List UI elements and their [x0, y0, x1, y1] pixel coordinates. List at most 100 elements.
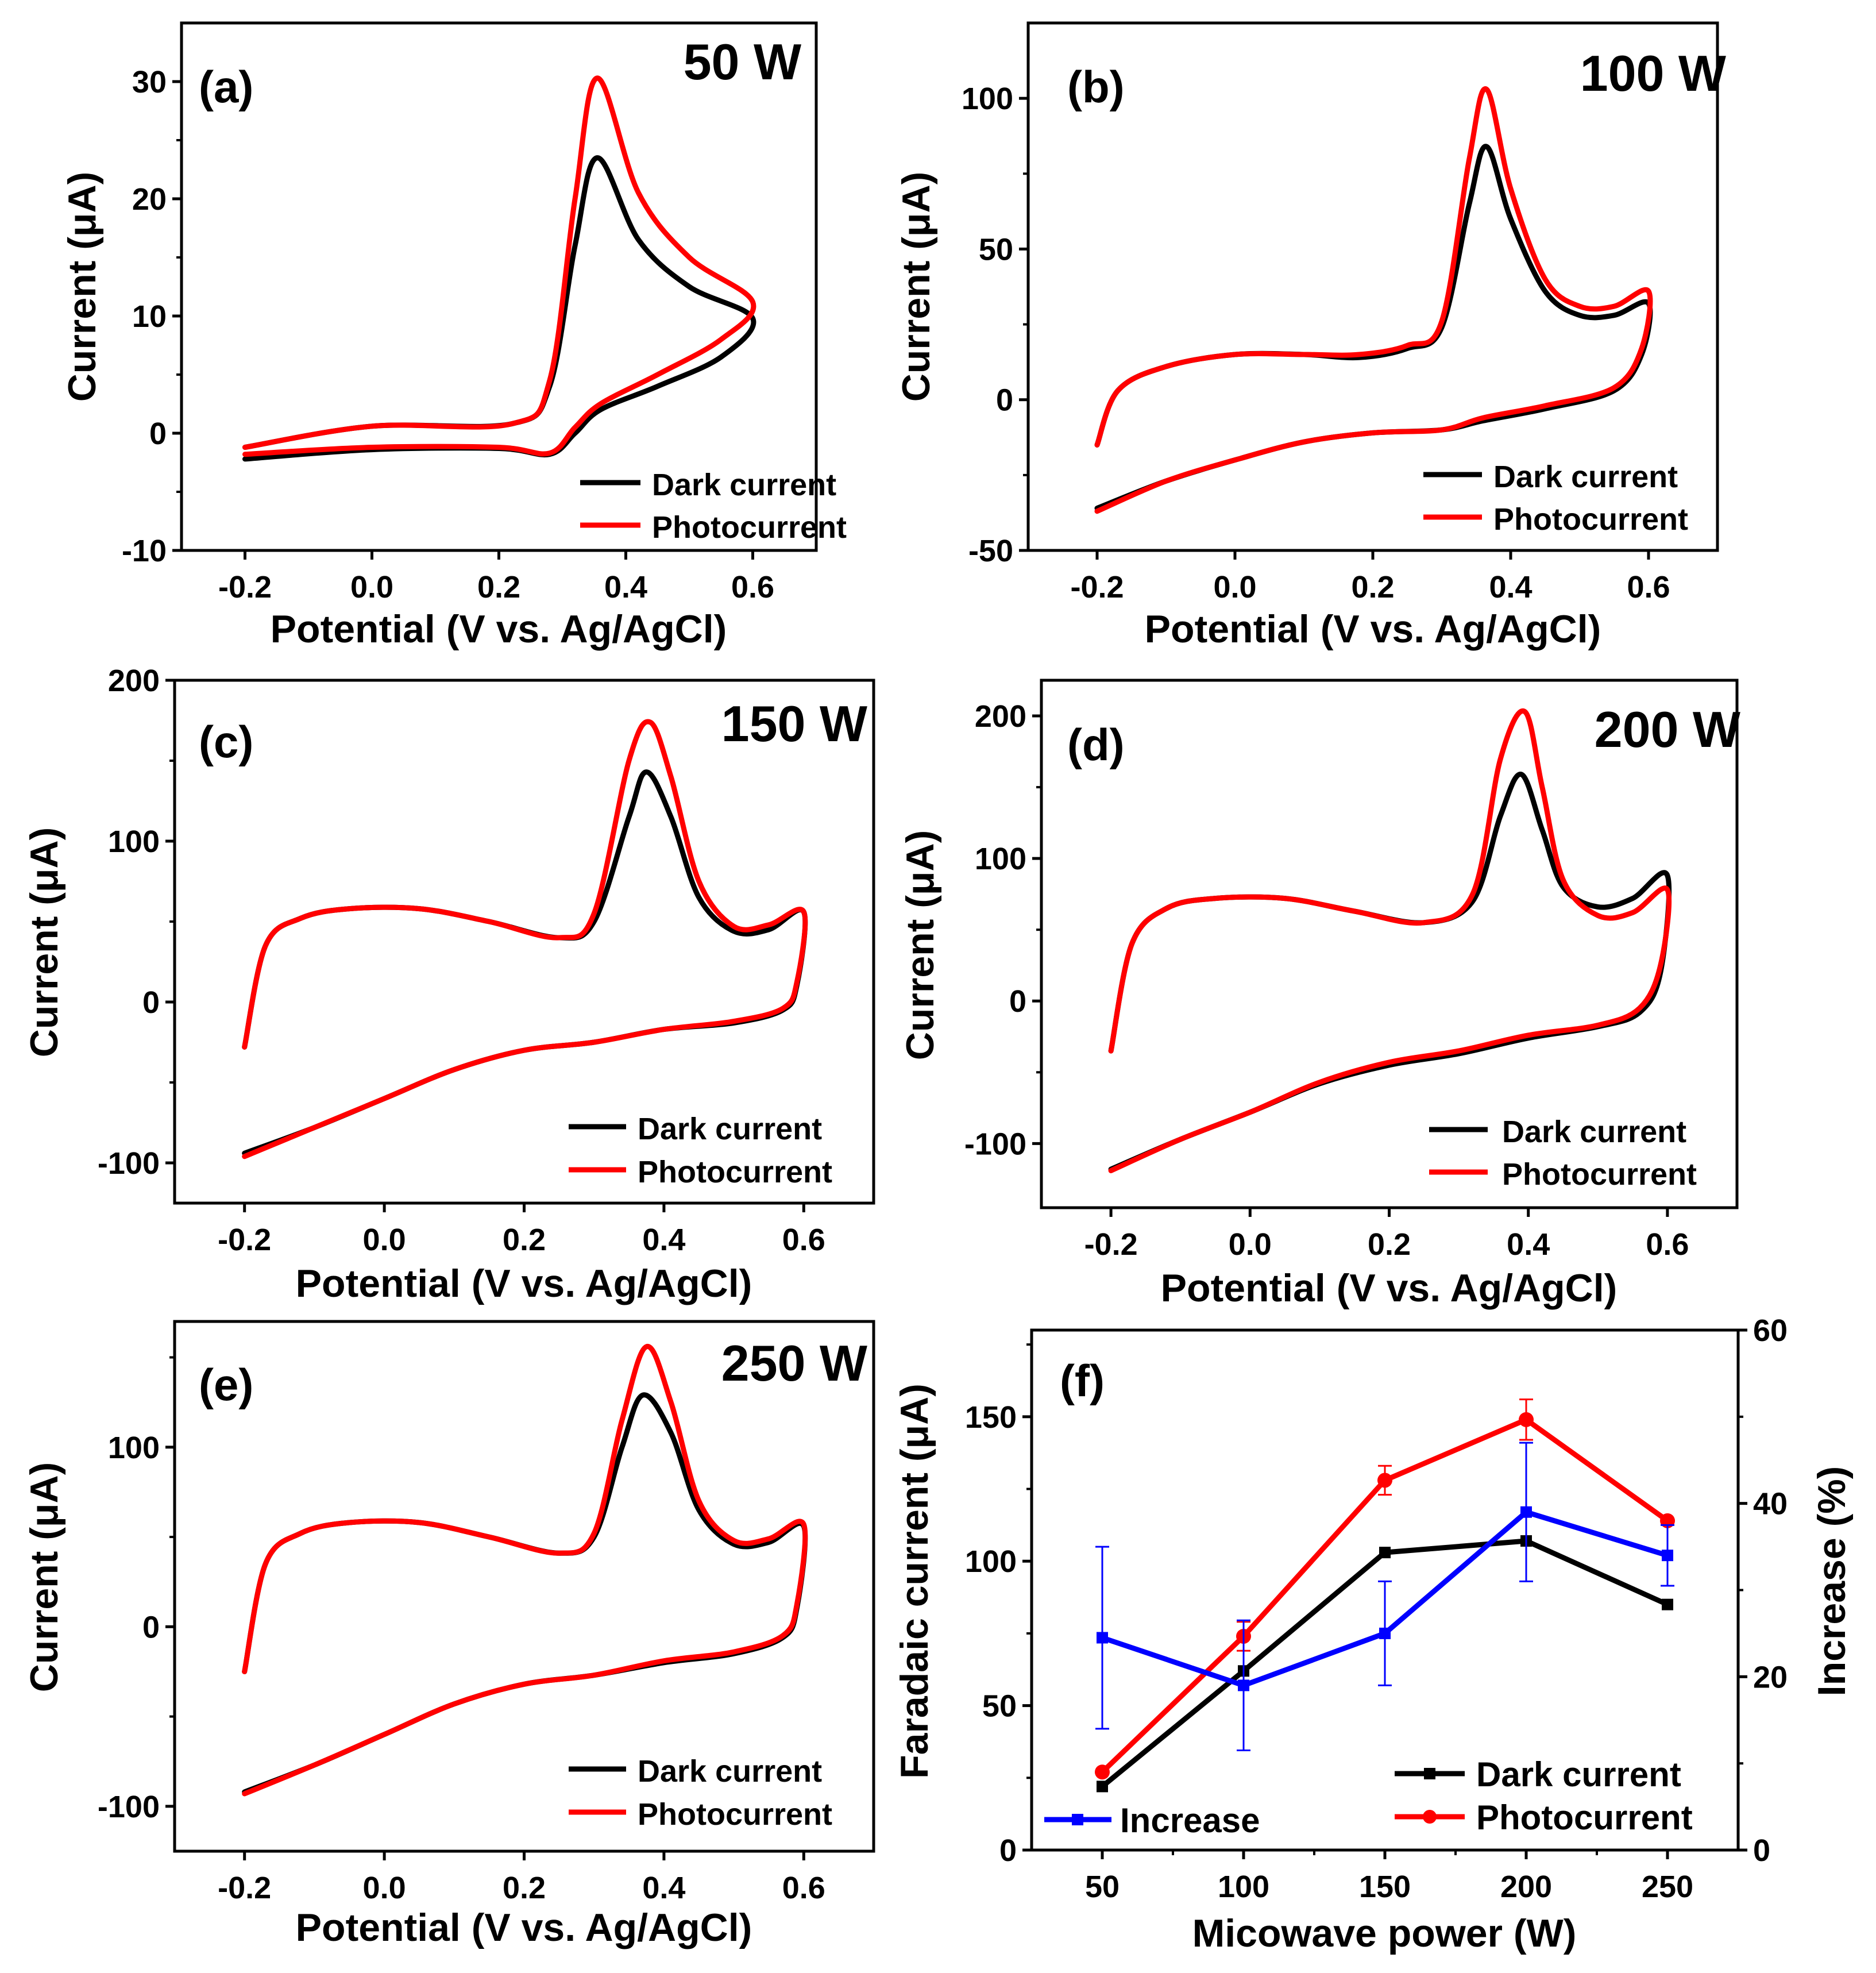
legend-dark-current: Dark current — [638, 1112, 822, 1146]
legend-marker-photo — [1423, 1810, 1437, 1824]
legend-photocurrent: Photocurrent — [1476, 1798, 1693, 1837]
x-axis-label: Potential (V vs. Ag/AgCl) — [296, 1906, 752, 1949]
legend-photocurrent: Photocurrent — [638, 1797, 832, 1832]
curves — [1095, 1398, 1675, 1793]
y-right-tick-label: 20 — [1753, 1660, 1788, 1694]
cv-curve-photo — [242, 75, 756, 457]
x-tick-label: 0.2 — [503, 1223, 546, 1257]
legend-photocurrent: Photocurrent — [638, 1155, 832, 1189]
power-label: 250 W — [721, 1335, 867, 1392]
point-increase — [1379, 1627, 1391, 1639]
y-tick-label: 50 — [979, 232, 1013, 267]
x-tick-label: 200 — [1500, 1870, 1552, 1904]
y-tick-label: 100 — [965, 1544, 1017, 1579]
legend-marker-dark — [1424, 1768, 1435, 1779]
y-tick-label: 30 — [132, 65, 167, 99]
y-tick-label: 0 — [149, 417, 167, 451]
x-axis-label: Potential (V vs. Ag/AgCl) — [271, 607, 727, 651]
y-tick-label: 100 — [108, 824, 160, 859]
y-tick-label: 0 — [1009, 984, 1026, 1019]
x-tick-label: -0.2 — [1070, 570, 1124, 604]
panel-label: (c) — [199, 716, 253, 767]
y-axis-label: Current (μA) — [894, 172, 938, 402]
x-tick-label: 0.4 — [604, 570, 647, 604]
cv-curve-dark — [242, 769, 808, 1156]
ticks: -0.2 0.0 0.2 0.4 0.6 -100 0 100 200 — [964, 699, 1689, 1262]
legend-photocurrent: Photocurrent — [652, 510, 847, 545]
panel-label: (f) — [1060, 1355, 1105, 1406]
x-tick-label: 0.6 — [1646, 1227, 1689, 1262]
cv-curve-photo — [242, 1344, 808, 1797]
y-right-tick-label: 40 — [1753, 1487, 1788, 1521]
legend-photocurrent: Photocurrent — [1502, 1157, 1697, 1192]
x-tick-label: 150 — [1359, 1870, 1411, 1904]
y-tick-label: 0 — [996, 383, 1013, 418]
point-dark-current — [1379, 1547, 1391, 1559]
y-axis-label: Current (μA) — [22, 1462, 66, 1692]
ticks: -0.2 0.0 0.2 0.4 0.6 -100 0 100 200 — [98, 664, 825, 1257]
cv-curve-dark — [242, 1392, 808, 1795]
x-tick-label: 0.0 — [363, 1871, 406, 1905]
x-tick-label: 0.2 — [1368, 1227, 1411, 1262]
point-increase — [1662, 1550, 1673, 1562]
y-tick-label: 100 — [975, 842, 1026, 876]
x-tick-label: 0.0 — [1213, 570, 1256, 604]
legend-dark-current: Dark current — [1476, 1755, 1681, 1794]
point-photocurrent — [1519, 1412, 1534, 1427]
y-tick-label: 100 — [108, 1431, 160, 1465]
y-tick-label: -100 — [98, 1146, 160, 1181]
legend-increase: Increase — [1120, 1801, 1260, 1840]
x-tick-label: 0.4 — [1507, 1227, 1550, 1262]
legend-dark-current: Dark current — [652, 468, 836, 502]
x-tick-label: 0.6 — [782, 1871, 825, 1905]
y-tick-label: 100 — [962, 82, 1013, 116]
x-tick-label: 0.6 — [731, 570, 774, 604]
panel-c: -0.2 0.0 0.2 0.4 0.6 -100 0 100 200 (c) 150 W Po… — [22, 664, 875, 1305]
x-tick-label: -0.2 — [218, 570, 272, 604]
y-tick-label: -50 — [968, 534, 1013, 568]
y-tick-label: -100 — [964, 1127, 1026, 1161]
y-tick-label: -100 — [98, 1790, 160, 1824]
curves — [242, 719, 808, 1159]
x-tick-label: -0.2 — [218, 1871, 271, 1905]
panel-d: -0.2 0.0 0.2 0.4 0.6 -100 0 100 200 (d) 200 W Po… — [898, 679, 1740, 1310]
curves — [1108, 708, 1672, 1173]
cv-curve-dark — [1094, 144, 1653, 511]
panel-a: -0.2 0.0 0.2 0.4 0.6 -10 0 10 20 30 (a) 50 W Pote… — [60, 21, 847, 651]
y-axis-label: Current (μA) — [898, 830, 942, 1060]
point-photocurrent — [1095, 1764, 1110, 1780]
x-tick-label: 0.2 — [503, 1871, 546, 1905]
panel-label: (b) — [1067, 61, 1125, 112]
y-tick-label: 150 — [965, 1400, 1017, 1435]
ticks: -0.2 0.0 0.2 0.4 0.6 -50 0 50 100 — [962, 82, 1670, 604]
panel-e: -0.2 0.0 0.2 0.4 0.6 -100 0 100 (e) 250 W Poten… — [22, 1320, 875, 1949]
cv-curve-dark — [242, 155, 756, 462]
x-tick-label: 0.4 — [1489, 570, 1532, 604]
power-label: 150 W — [721, 695, 867, 752]
cv-curve-dark — [1108, 772, 1672, 1172]
x-tick-label: 0.0 — [1229, 1227, 1272, 1262]
y-axis-label-right: Increase (%) — [1810, 1466, 1854, 1697]
x-tick-label: -0.2 — [218, 1223, 271, 1257]
y-right-tick-label: 0 — [1753, 1833, 1770, 1868]
x-tick-label: 0.2 — [477, 570, 520, 604]
cv-curve-photo — [1108, 708, 1672, 1173]
x-tick-label: 0.2 — [1351, 570, 1394, 604]
x-tick-label: 0.4 — [642, 1223, 685, 1257]
y-axis-label-left: Faradaic current (μA) — [893, 1384, 936, 1779]
point-increase — [1097, 1632, 1108, 1644]
legend-dark-current: Dark current — [1493, 460, 1678, 494]
y-tick-label: 0 — [142, 985, 160, 1020]
point-dark-current — [1662, 1598, 1673, 1610]
x-tick-label: 0.4 — [642, 1871, 685, 1905]
ticks: 50 100 150 200 250 0 50 100 150 0 20 40 60 — [965, 1313, 1788, 1904]
curves — [1094, 86, 1653, 514]
y-tick-label: 10 — [132, 299, 167, 334]
y-tick-label: 0 — [999, 1833, 1017, 1868]
legend-photocurrent: Photocurrent — [1493, 502, 1688, 537]
ticks: -0.2 0.0 0.2 0.4 0.6 -100 0 100 — [98, 1356, 825, 1905]
x-axis-label: Micowave power (W) — [1192, 1912, 1577, 1955]
power-label: 50 W — [684, 33, 801, 90]
cv-curve-photo — [1094, 86, 1653, 514]
